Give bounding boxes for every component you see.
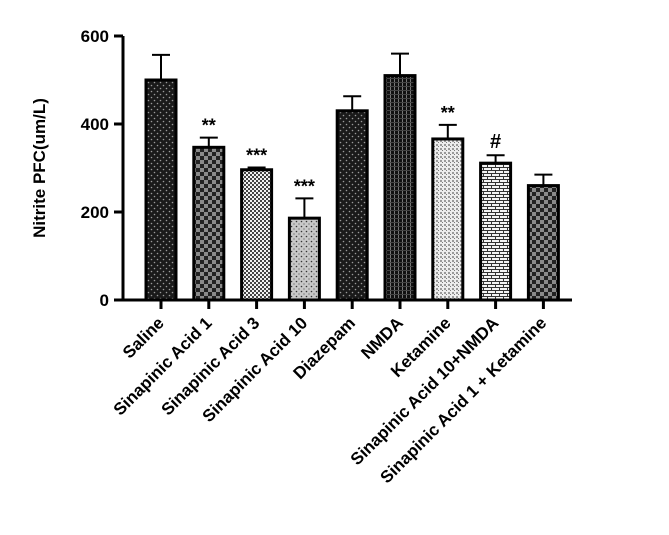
bar [240,168,274,302]
significance-label: *** [294,176,315,196]
y-tick-label: 0 [100,291,109,310]
y-tick-label: 200 [81,203,109,222]
bar [383,74,417,302]
y-axis-label: Nitrite PFC(um/L) [30,98,49,238]
y-tick-label: 600 [81,27,109,46]
bar [335,109,369,302]
significance-label: *** [246,146,267,166]
annotations-group: **********# [202,103,501,196]
bar [526,184,560,302]
bar [287,216,321,302]
significance-label: ** [202,116,216,136]
significance-label: # [490,131,501,153]
bar [144,78,178,302]
y-axis: 0 200 400 600 [81,27,125,310]
significance-label: ** [441,103,455,123]
bar [431,137,465,302]
error-bars-group [152,52,553,219]
bar [192,145,226,302]
bar [479,161,513,302]
y-tick-label: 400 [81,115,109,134]
